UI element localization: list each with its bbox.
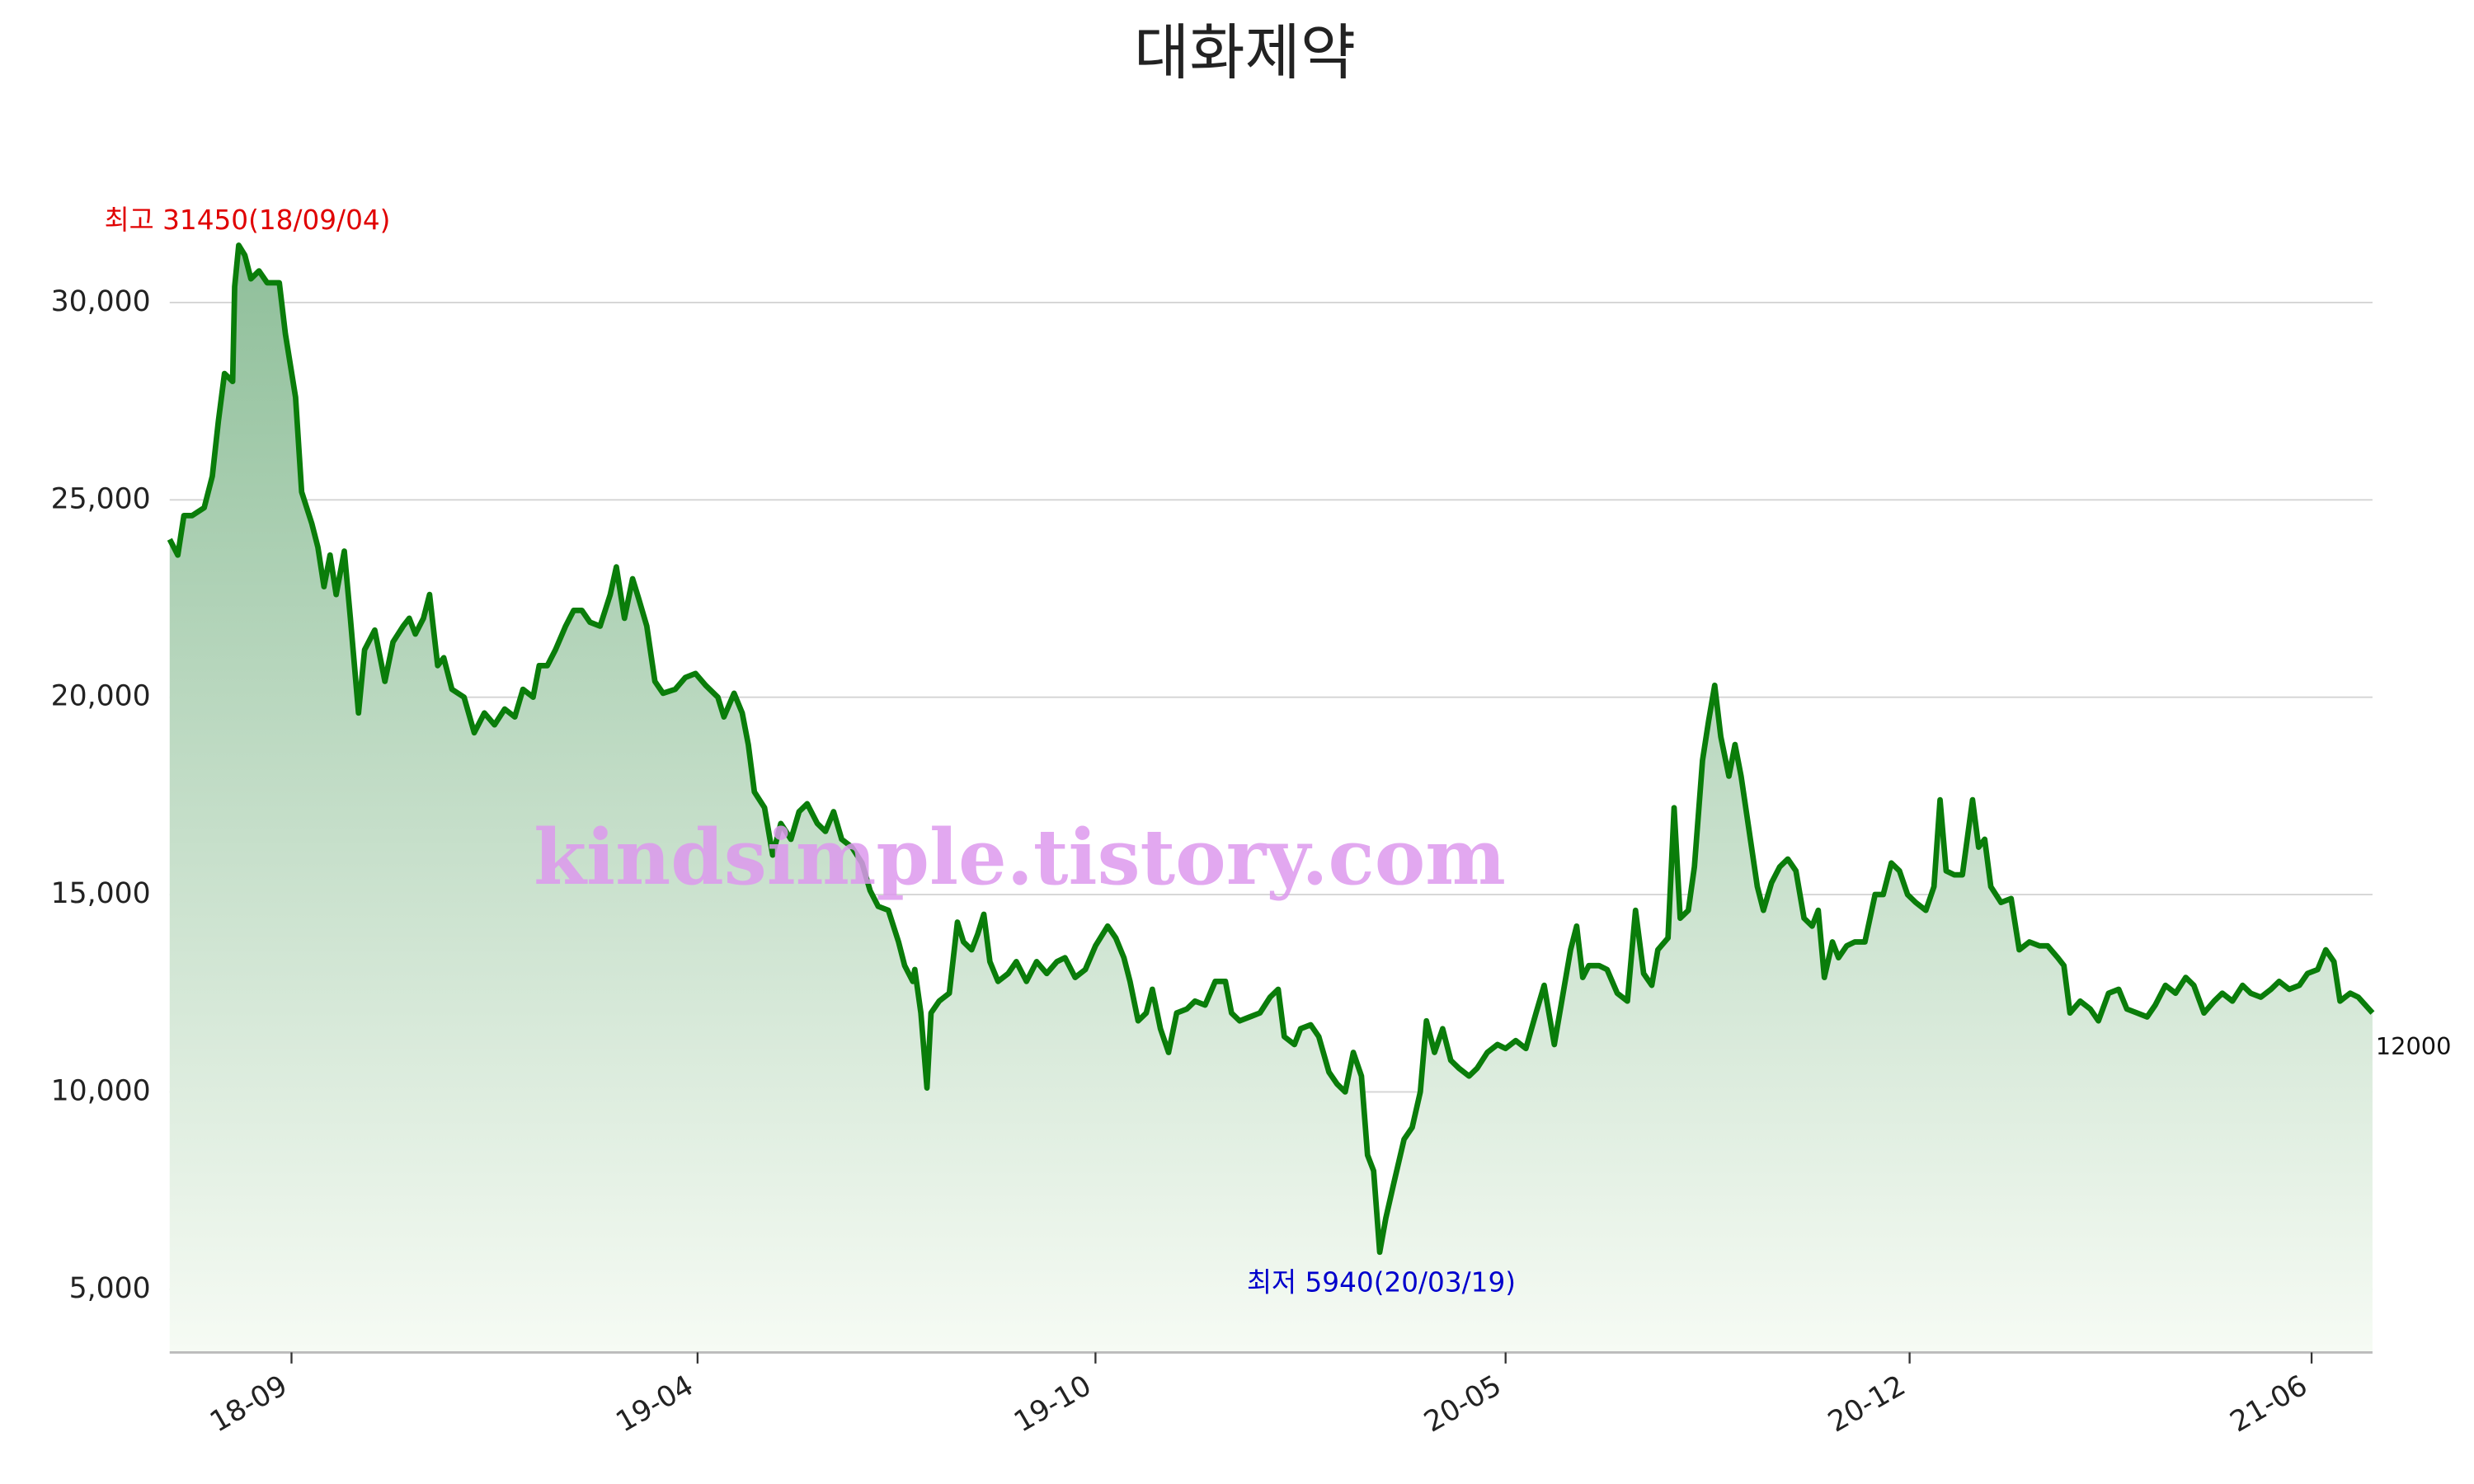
x-tick-label: 21-06 [2225, 1369, 2313, 1439]
x-tick-label: 18-09 [205, 1369, 293, 1439]
y-tick-label: 10,000 [51, 1074, 151, 1107]
area-fill [169, 245, 2373, 1353]
y-tick-label: 15,000 [51, 877, 151, 910]
last-annotation: 12000 [2376, 1032, 2452, 1060]
x-tick-label: 20-12 [1823, 1369, 1911, 1439]
max-annotation: 최고 31450(18/09/04) [105, 204, 391, 236]
watermark: kindsimple.tistory.com [534, 812, 1506, 902]
y-tick-label: 30,000 [51, 285, 151, 318]
min-annotation: 최저 5940(20/03/19) [1247, 1267, 1516, 1298]
chart-title: 대화제약 [1134, 18, 1356, 88]
y-tick-label: 25,000 [51, 482, 151, 515]
x-tick-label: 20-05 [1418, 1369, 1507, 1439]
x-tick-label: 19-04 [611, 1369, 699, 1439]
x-tick-label: 19-10 [1009, 1369, 1097, 1439]
price-line [167, 242, 2375, 1256]
y-tick-label: 20,000 [51, 680, 151, 713]
plot-area [167, 242, 2375, 1353]
y-tick-label: 5,000 [69, 1272, 151, 1305]
